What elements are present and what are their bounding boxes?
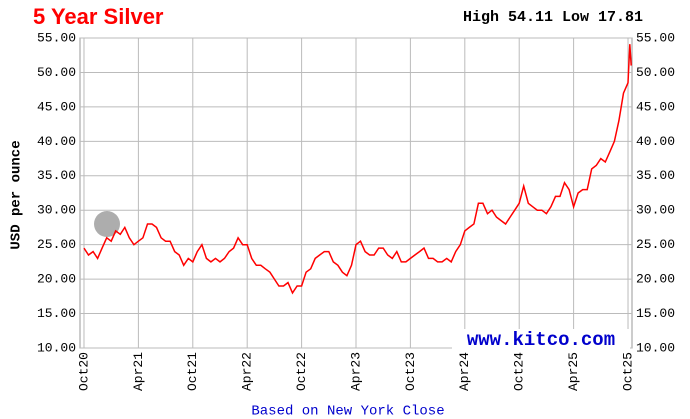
y-tick-label-right: 45.00 bbox=[636, 99, 675, 114]
x-tick-label: Apr25 bbox=[566, 352, 581, 391]
y-tick-label-right: 50.00 bbox=[636, 65, 675, 80]
y-tick-label: 45.00 bbox=[37, 99, 76, 114]
watermark: www.kitco.com bbox=[467, 329, 615, 351]
price-line bbox=[83, 44, 632, 295]
y-tick-label-right: 35.00 bbox=[636, 168, 675, 183]
y-tick-label-right: 40.00 bbox=[636, 134, 675, 149]
x-tick-label: Oct22 bbox=[294, 352, 309, 391]
x-tick-label: Apr21 bbox=[131, 352, 146, 391]
y-tick-label: 20.00 bbox=[37, 272, 76, 287]
footer: Based on New York Close bbox=[251, 404, 444, 419]
y-tick-label-right: 55.00 bbox=[636, 30, 675, 45]
y-tick-label: 15.00 bbox=[37, 306, 76, 321]
y-tick-label: 10.00 bbox=[37, 340, 76, 355]
y-tick-label: 35.00 bbox=[37, 168, 76, 183]
y-tick-label: 25.00 bbox=[37, 237, 76, 252]
y-axis-label: USD per ounce bbox=[9, 140, 25, 249]
y-tick-label: 50.00 bbox=[37, 65, 76, 80]
x-tick-label: Oct21 bbox=[185, 352, 200, 391]
x-tick-label: Apr22 bbox=[240, 352, 255, 391]
x-tick-label: Apr23 bbox=[348, 352, 363, 391]
y-tick-label: 30.00 bbox=[37, 203, 76, 218]
x-tick-label: Oct23 bbox=[403, 352, 418, 391]
x-tick-label: Oct20 bbox=[76, 352, 91, 391]
x-tick-label: Oct24 bbox=[512, 352, 527, 391]
x-tick-label: Oct25 bbox=[620, 352, 635, 391]
y-tick-label: 40.00 bbox=[37, 134, 76, 149]
y-tick-label: 55.00 bbox=[37, 30, 76, 45]
high-low: High 54.11 Low 17.81 bbox=[463, 9, 643, 26]
chart-title: 5 Year Silver bbox=[33, 4, 164, 29]
y-tick-label-right: 15.00 bbox=[636, 306, 675, 321]
x-tick-label: Apr24 bbox=[457, 352, 472, 391]
y-tick-label-right: 30.00 bbox=[636, 203, 675, 218]
highlight-marker bbox=[94, 211, 120, 237]
y-tick-label-right: 20.00 bbox=[636, 272, 675, 287]
y-tick-label-right: 25.00 bbox=[636, 237, 675, 252]
y-tick-label-right: 10.00 bbox=[636, 340, 675, 355]
watermark-bg bbox=[452, 329, 630, 349]
